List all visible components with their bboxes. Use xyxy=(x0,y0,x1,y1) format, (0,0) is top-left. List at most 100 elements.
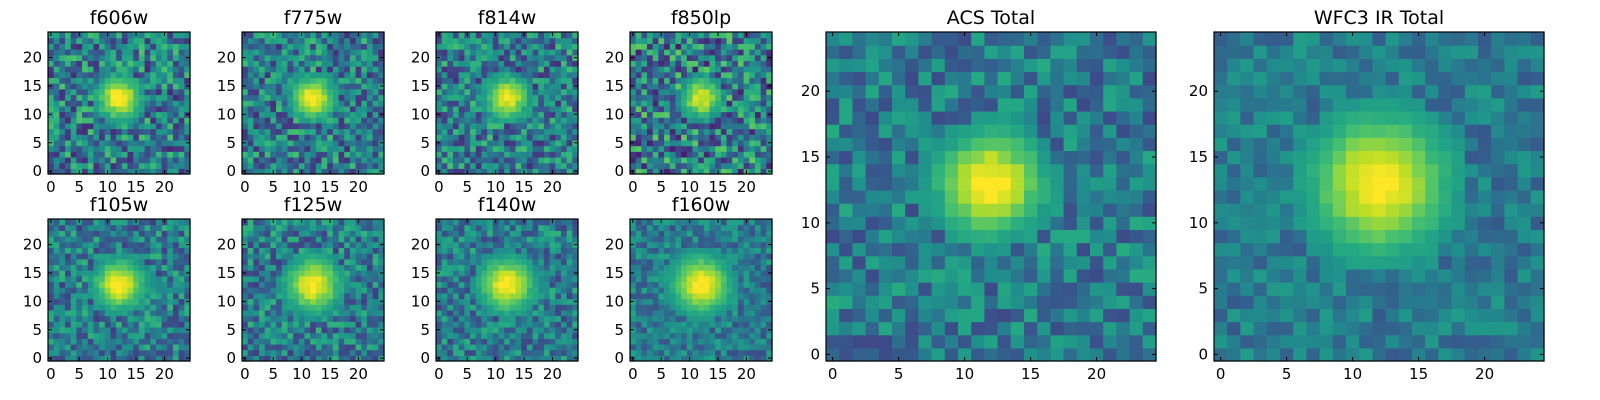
heatmap-cell xyxy=(749,94,756,101)
heatmap-cell xyxy=(264,338,271,345)
heatmap-cell xyxy=(647,270,654,277)
heatmap-cell xyxy=(178,281,185,288)
heatmap-cell xyxy=(555,264,562,271)
heatmap-cell xyxy=(172,321,180,328)
heatmap-cell xyxy=(332,37,340,44)
heatmap-cell xyxy=(447,162,454,169)
heatmap-cell xyxy=(59,253,66,260)
heatmap-cell xyxy=(93,134,100,141)
heatmap-cell xyxy=(630,151,637,158)
heatmap-cell xyxy=(281,168,289,175)
heatmap-cell xyxy=(521,309,528,317)
heatmap-cell xyxy=(470,270,477,277)
heatmap-cell xyxy=(703,43,711,50)
heatmap-cell xyxy=(293,71,300,79)
heatmap-cell xyxy=(726,111,733,118)
heatmap-cell xyxy=(87,304,95,311)
heatmap-cell xyxy=(447,241,454,248)
heatmap-cell xyxy=(447,134,454,141)
heatmap-cell xyxy=(521,145,528,152)
heatmap-cell xyxy=(48,71,55,79)
heatmap-cell xyxy=(760,60,767,67)
heatmap-cell xyxy=(48,156,55,164)
heatmap-cell xyxy=(487,83,494,90)
heatmap-cell xyxy=(270,162,277,169)
heatmap-cell xyxy=(635,298,642,305)
y-tick-label: 5 xyxy=(32,321,42,339)
heatmap-cell xyxy=(310,156,317,164)
heatmap-cell xyxy=(532,292,539,300)
heatmap-cell xyxy=(549,60,556,67)
heatmap-cell xyxy=(310,162,317,169)
heatmap-cell xyxy=(515,139,522,147)
heatmap-cell xyxy=(754,111,762,118)
heatmap-cell xyxy=(76,66,83,73)
heatmap-cell xyxy=(749,88,756,96)
heatmap-cell xyxy=(349,54,357,61)
heatmap-cell xyxy=(372,309,379,317)
heatmap-cell xyxy=(184,88,191,96)
heatmap-cell xyxy=(321,111,328,118)
heatmap-cell xyxy=(332,162,340,169)
heatmap-cell xyxy=(669,338,677,345)
heatmap-cell xyxy=(709,321,716,328)
heatmap-cell xyxy=(709,71,716,79)
heatmap-cell xyxy=(133,134,140,141)
heatmap-cell xyxy=(366,230,374,237)
heatmap-cell xyxy=(481,270,488,277)
heatmap-cell xyxy=(144,321,151,328)
heatmap-cell xyxy=(715,156,722,164)
heatmap-cell xyxy=(504,111,511,118)
heatmap-cell xyxy=(264,60,271,67)
heatmap-cell xyxy=(515,77,522,84)
heatmap-cell xyxy=(555,332,562,339)
heatmap-cell xyxy=(458,168,465,175)
heatmap-cell xyxy=(315,309,323,317)
heatmap-cell xyxy=(686,281,694,288)
y-tick-label: 0 xyxy=(32,349,42,367)
heatmap-cell xyxy=(70,247,77,254)
heatmap-cell xyxy=(487,37,494,44)
heatmap-cell xyxy=(355,100,362,107)
heatmap-cell xyxy=(664,281,671,288)
heatmap-cell xyxy=(87,168,95,175)
heatmap-cell xyxy=(681,43,688,50)
heatmap-cell xyxy=(372,88,379,96)
heatmap-cell xyxy=(509,88,517,96)
heatmap-cell xyxy=(65,298,72,305)
heatmap-cell xyxy=(116,287,123,294)
heatmap-cell xyxy=(167,111,174,118)
heatmap-cell xyxy=(127,298,134,305)
heatmap-cell xyxy=(161,281,168,288)
heatmap-cell xyxy=(247,338,254,345)
heatmap-cell xyxy=(59,326,66,334)
heatmap-cell xyxy=(338,94,345,101)
heatmap-cell xyxy=(658,49,665,56)
heatmap-cell xyxy=(526,241,534,248)
heatmap-cell xyxy=(110,139,117,147)
heatmap-cell xyxy=(82,236,89,243)
heatmap-cell xyxy=(669,94,677,101)
heatmap-cell xyxy=(253,71,260,79)
heatmap-cell xyxy=(281,32,289,39)
heatmap-cell xyxy=(65,270,72,277)
heatmap-cell xyxy=(99,270,106,277)
heatmap-cell xyxy=(310,287,317,294)
heatmap-cell xyxy=(515,338,522,345)
heatmap-cell xyxy=(287,111,294,118)
heatmap-cell xyxy=(635,60,642,67)
heatmap-cell xyxy=(566,100,573,107)
heatmap-cell xyxy=(692,60,699,67)
heatmap-cell xyxy=(293,162,300,169)
heatmap-cell xyxy=(150,111,157,118)
heatmap-cell xyxy=(458,43,465,50)
heatmap-cell xyxy=(635,321,642,328)
heatmap-cell xyxy=(150,230,157,237)
y-tick-label: 20 xyxy=(411,236,430,254)
heatmap-cell xyxy=(315,247,323,254)
heatmap-cell xyxy=(281,37,289,44)
heatmap-cell xyxy=(276,264,283,271)
heatmap-cell xyxy=(720,270,728,277)
heatmap-cell xyxy=(526,60,534,67)
